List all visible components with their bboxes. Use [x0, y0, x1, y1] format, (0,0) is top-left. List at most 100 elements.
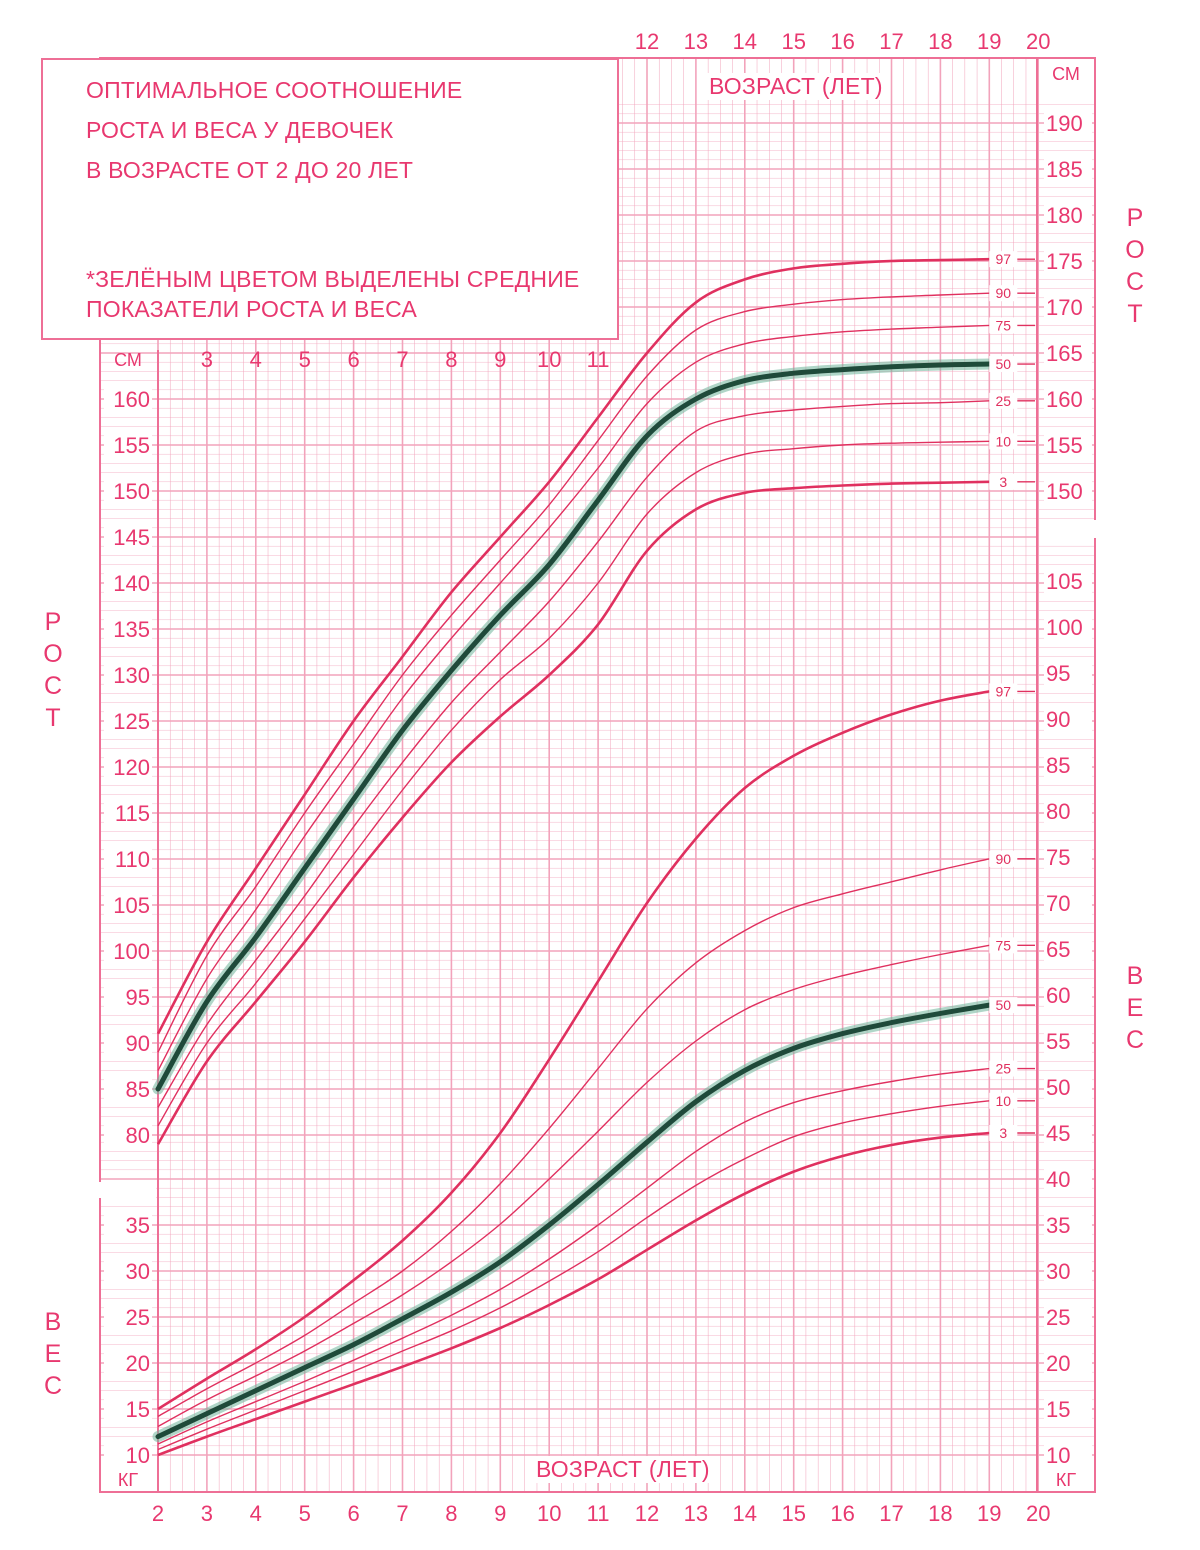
x-tick-label-bottom: 7: [396, 1501, 408, 1526]
weight-curve-3: [157, 1131, 990, 1457]
height-tick-label-left: 135: [113, 617, 150, 642]
weight-curve-50: [155, 1002, 992, 1440]
weight-tick-label-right: 95: [1046, 661, 1070, 686]
tick-bg: [1044, 1075, 1092, 1099]
tick-bg: [1044, 1167, 1092, 1191]
x-tick-label-top: 15: [781, 29, 805, 54]
tick-bg: [104, 479, 152, 503]
tick-bg: [104, 1123, 152, 1147]
weight-tick-label-right: 75: [1046, 845, 1070, 870]
x-tick-label-bottom: 16: [830, 1501, 854, 1526]
percentile-label-bg: [989, 850, 1018, 867]
percentile-label-bg: [989, 356, 1018, 373]
weight-label-left-letter: Е: [44, 1340, 62, 1368]
unit-cm-left: СМ: [114, 350, 142, 370]
weight-tick-label-right: 85: [1046, 753, 1070, 778]
weight-tick-label-right: 10: [1046, 1443, 1070, 1468]
height-label-right-letter: Т: [1127, 300, 1143, 328]
tick-bg: [1044, 1029, 1092, 1053]
x-tick-label-bottom: 20: [1026, 1501, 1050, 1526]
height-curve-3: [156, 480, 990, 1145]
weight-tick-label-right: 100: [1046, 615, 1083, 640]
tick-bg: [104, 1397, 152, 1421]
tick-bg: [1044, 1259, 1092, 1283]
height-curve-50: [155, 361, 992, 1092]
weight-tick-label-right: 30: [1046, 1259, 1070, 1284]
title-line-3: В ВОЗРАСТЕ ОТ 2 ДО 20 ЛЕТ: [86, 157, 414, 183]
tick-bg: [1044, 203, 1092, 227]
weight-tick-label-right: 50: [1046, 1075, 1070, 1100]
weight-curve-10: [157, 1100, 990, 1451]
percentile-label-bg: [989, 433, 1018, 450]
weight-tick-label-left: 10: [126, 1443, 150, 1468]
tick-bg: [1044, 937, 1092, 961]
weight-percentile-label: 3: [999, 1125, 1007, 1141]
weight-label-left-letter: В: [44, 1308, 62, 1336]
tick-bg: [1044, 249, 1092, 273]
height-tick-label-left: 155: [113, 433, 150, 458]
tick-bg: [104, 847, 152, 871]
weight-percentile-label: 90: [996, 851, 1012, 867]
x-tick-label-bottom: 17: [879, 1501, 903, 1526]
height-percentile-label: 25: [996, 393, 1012, 409]
height-label-right-letter: О: [1125, 236, 1145, 264]
x-tick-label-bottom: 8: [445, 1501, 457, 1526]
tick-bg: [1044, 433, 1092, 457]
weight-tick-label-left: 15: [126, 1397, 150, 1422]
x-tick-label-top: 17: [879, 29, 903, 54]
tick-bg: [104, 755, 152, 779]
height-tick-label-left: 80: [126, 1123, 150, 1148]
height-curve-75: [157, 324, 990, 1071]
height-percentile-label: 50: [996, 356, 1012, 372]
height-label-right-letter: С: [1125, 268, 1145, 296]
height-tick-label-left: 125: [113, 709, 150, 734]
height-tick-label-left: 95: [126, 985, 150, 1010]
weight-label-right: В Е С: [1120, 960, 1150, 1056]
x-tick-label-bottom: 10: [537, 1501, 561, 1526]
weight-tick-label-right: 45: [1046, 1121, 1070, 1146]
tick-bg: [1044, 1305, 1092, 1329]
height-label-left-letter: О: [43, 640, 63, 668]
x-tick-label-inner: 11: [587, 347, 610, 372]
weight-label-right-letter: С: [1125, 1026, 1145, 1054]
height-tick-label-left: 150: [113, 479, 150, 504]
height-label-right: Р О С Т: [1120, 202, 1150, 330]
height-percentile-label: 10: [996, 433, 1012, 449]
weight-curve-25: [157, 1067, 990, 1445]
x-tick-label-inner: 6: [347, 347, 359, 372]
weight-tick-label-right: 15: [1046, 1397, 1070, 1422]
tick-bg: [1044, 569, 1092, 593]
tick-bg: [104, 1351, 152, 1375]
tick-bg: [1044, 661, 1092, 685]
x-tick-label-bottom: 6: [347, 1501, 359, 1526]
tick-bg: [1044, 1397, 1092, 1421]
height-tick-label-right: 150: [1046, 479, 1083, 504]
percentile-label-bg: [989, 317, 1018, 334]
weight-tick-label-right: 60: [1046, 983, 1070, 1008]
height-tick-label-left: 115: [115, 801, 150, 826]
x-tick-label-top: 14: [733, 29, 757, 54]
x-tick-label-top: 18: [928, 29, 952, 54]
x-tick-label-top: 19: [977, 29, 1001, 54]
tick-bg: [1044, 1443, 1092, 1467]
weight-label-left-letter: С: [43, 1372, 63, 1400]
x-tick-label-bottom: 13: [684, 1501, 708, 1526]
x-tick-label-top: 12: [635, 29, 659, 54]
height-percentile-label: 75: [996, 317, 1012, 333]
x-tick-label-bottom: 18: [928, 1501, 952, 1526]
note-line-2: ПОКАЗАТЕЛИ РОСТА И ВЕСА: [86, 296, 417, 322]
x-tick-label-bottom: 2: [152, 1501, 164, 1526]
tick-bg: [104, 1031, 152, 1055]
height-tick-label-left: 85: [126, 1077, 150, 1102]
height-percentile-label: 97: [996, 251, 1012, 267]
weight-tick-label-right: 35: [1046, 1213, 1070, 1238]
weight-curve-90: [157, 858, 990, 1418]
height-tick-label-left: 110: [115, 847, 150, 872]
height-curve-10: [157, 440, 990, 1127]
x-tick-label-top: 20: [1026, 29, 1050, 54]
unit-kg-right: КГ: [1056, 1470, 1076, 1490]
percentile-label-bg: [989, 1092, 1018, 1109]
percentile-label-bg: [989, 392, 1018, 409]
x-tick-label-bottom: 5: [299, 1501, 311, 1526]
